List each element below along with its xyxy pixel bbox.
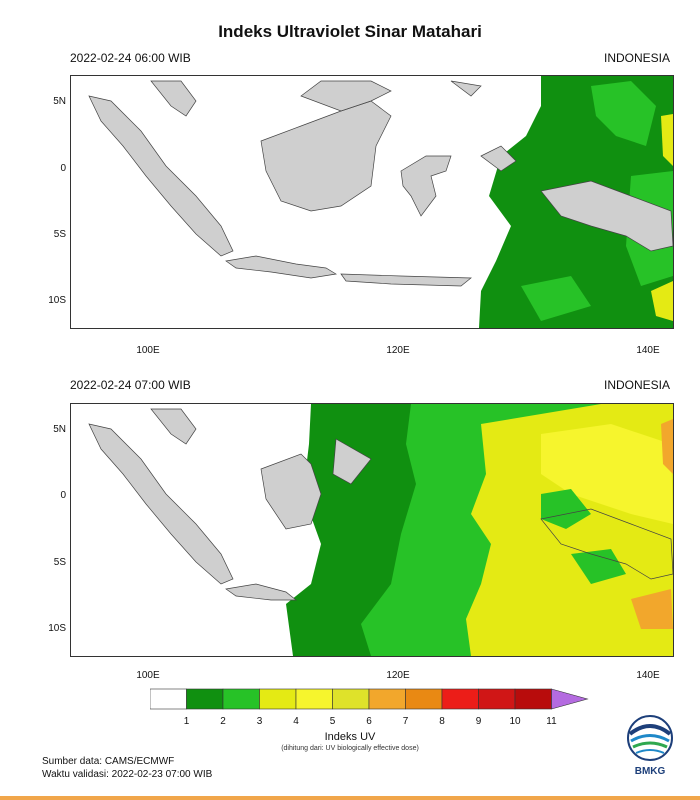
bmkg-logo (622, 710, 678, 782)
uv-legend-colorbar (150, 688, 590, 710)
panel-1-date: 2022-02-24 06:00 WIB (70, 51, 191, 65)
uv-map-panel-2 (70, 403, 674, 657)
uv-map-2-svg (71, 404, 673, 656)
legend-swatch (368, 688, 406, 710)
legend-swatch (514, 688, 552, 710)
p1-ylabel-10s: 10S (48, 295, 66, 306)
legend-swatch (150, 688, 187, 710)
p2-ylabel-0: 0 (60, 490, 66, 501)
legend-swatch (186, 688, 224, 710)
uv-map-1-svg (71, 76, 673, 328)
legend-tick-label: 3 (256, 716, 263, 727)
legend-swatch (295, 688, 333, 710)
legend-arrow (551, 688, 589, 710)
landmass-group-2 (88, 408, 673, 601)
landmass-group-1 (88, 80, 673, 287)
p1-ylabel-5s: 5S (53, 229, 66, 240)
panel-2-date: 2022-02-24 07:00 WIB (70, 378, 191, 392)
uv-map-panel-1 (70, 75, 674, 329)
p2-xlabel-120e: 120E (386, 670, 410, 681)
p2-ylabel-5n: 5N (53, 424, 66, 435)
map-title: Indeks Ultraviolet Sinar Matahari (218, 22, 482, 41)
p1-xlabel-140e: 140E (636, 345, 660, 356)
legend-swatch (405, 688, 443, 710)
bmkg-logo-icon (627, 715, 673, 761)
legend-swatch (441, 688, 479, 710)
bottom-strip (0, 796, 700, 800)
legend-tick-label: 9 (475, 716, 482, 727)
p2-xlabel-100e: 100E (136, 670, 160, 681)
legend-tick-label: 10 (509, 716, 521, 727)
p1-xlabel-120e: 120E (386, 345, 410, 356)
legend-tick-label: 1 (183, 716, 190, 727)
p2-xlabel-140e: 140E (636, 670, 660, 681)
legend-tick-label: 2 (220, 716, 226, 727)
legend-tick-label: 4 (293, 716, 299, 727)
legend-swatch (259, 688, 297, 710)
legend-swatch (478, 688, 516, 710)
p1-ylabel-5n: 5N (53, 96, 66, 107)
data-source: Sumber data: CAMS/ECMWF (42, 756, 175, 767)
legend-tick-label: 5 (329, 716, 336, 727)
p1-ylabel-0: 0 (60, 163, 66, 174)
legend-swatch (332, 688, 370, 710)
logo-text: BMKG (634, 766, 666, 777)
p1-xlabel-100e: 100E (136, 345, 160, 356)
legend-tick-label: 7 (402, 716, 409, 727)
p2-ylabel-5s: 5S (53, 557, 66, 568)
legend-tick-label: 6 (366, 716, 372, 727)
panel-2-region: INDONESIA (603, 378, 670, 392)
legend-swatch (222, 688, 260, 710)
legend-svg (150, 688, 589, 710)
legend-tick-label: 11 (546, 716, 557, 727)
legend-title: Indeks UV (324, 731, 376, 743)
panel-1-region: INDONESIA (603, 51, 670, 65)
validity-time: Waktu validasi: 2022-02-23 07:00 WIB (42, 769, 213, 780)
legend-subtitle: (dihitung dari: UV biologically effectiv… (281, 745, 419, 752)
p2-ylabel-10s: 10S (48, 623, 66, 634)
legend-tick-label: 8 (439, 716, 445, 727)
